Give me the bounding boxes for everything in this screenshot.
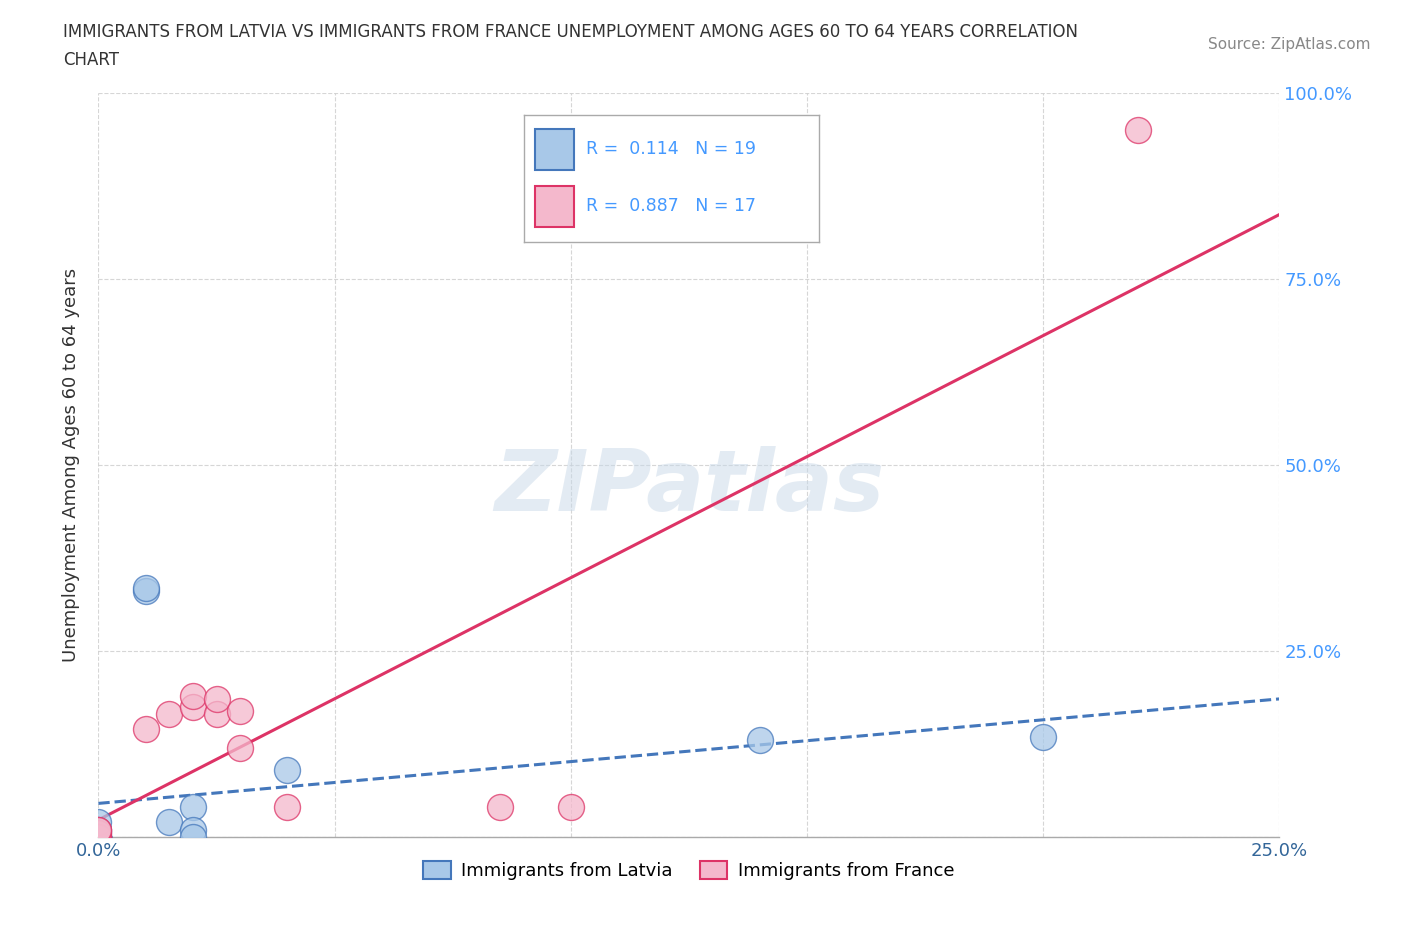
- Point: [205, 707, 228, 722]
- Point: [87, 830, 110, 844]
- Point: [87, 822, 110, 837]
- Point: [87, 822, 110, 837]
- Text: IMMIGRANTS FROM LATVIA VS IMMIGRANTS FROM FRANCE UNEMPLOYMENT AMONG AGES 60 TO 6: IMMIGRANTS FROM LATVIA VS IMMIGRANTS FRO…: [63, 23, 1078, 41]
- Legend: Immigrants from Latvia, Immigrants from France: Immigrants from Latvia, Immigrants from …: [416, 854, 962, 887]
- Point: [229, 740, 252, 755]
- Point: [1032, 729, 1054, 744]
- Point: [560, 800, 582, 815]
- Text: CHART: CHART: [63, 51, 120, 69]
- Point: [87, 822, 110, 837]
- Point: [135, 580, 157, 595]
- Text: Source: ZipAtlas.com: Source: ZipAtlas.com: [1208, 37, 1371, 52]
- Point: [87, 830, 110, 844]
- Point: [1126, 123, 1149, 138]
- Point: [87, 826, 110, 841]
- Point: [87, 815, 110, 830]
- Point: [87, 830, 110, 844]
- Point: [135, 584, 157, 599]
- Point: [87, 826, 110, 841]
- Y-axis label: Unemployment Among Ages 60 to 64 years: Unemployment Among Ages 60 to 64 years: [62, 268, 80, 662]
- Point: [87, 830, 110, 844]
- Point: [87, 830, 110, 844]
- Point: [157, 707, 180, 722]
- Point: [87, 830, 110, 844]
- Point: [181, 830, 204, 844]
- Point: [181, 800, 204, 815]
- Point: [87, 830, 110, 844]
- Point: [181, 699, 204, 714]
- Text: ZIPatlas: ZIPatlas: [494, 445, 884, 529]
- Point: [205, 692, 228, 707]
- Point: [87, 830, 110, 844]
- Point: [276, 763, 298, 777]
- Point: [157, 815, 180, 830]
- Point: [87, 830, 110, 844]
- Point: [181, 822, 204, 837]
- Point: [135, 722, 157, 737]
- Point: [229, 703, 252, 718]
- Point: [489, 800, 512, 815]
- Point: [748, 733, 770, 748]
- Point: [181, 688, 204, 703]
- Point: [276, 800, 298, 815]
